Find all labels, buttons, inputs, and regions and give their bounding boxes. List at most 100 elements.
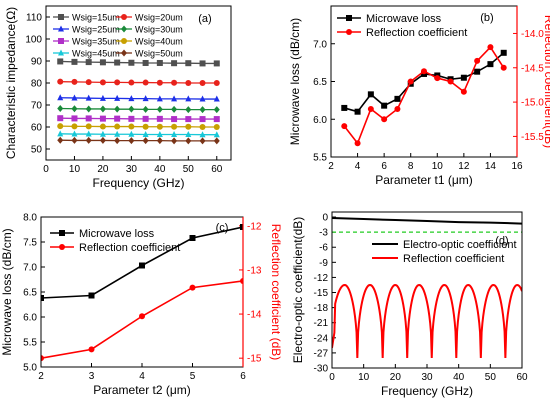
series-point [114,94,121,101]
series-point [85,94,92,101]
legend-label: Reflection coefficient [79,242,180,254]
x-axis-label: Parameter t2 (μm) [93,383,191,397]
series-point [185,80,192,86]
legend-marker [58,14,64,20]
y-tick-label: -30 [314,364,329,375]
series-point [487,61,494,68]
series-point [434,75,441,82]
series-point [57,105,64,113]
legend-label: Wsig=50um [135,49,183,59]
series-point [171,116,178,123]
y-tick-label: 70 [31,101,43,112]
series-point [213,124,220,130]
series-point [213,80,220,86]
x-tick-label: 6 [240,371,246,382]
series-point [99,130,106,137]
series-point [185,137,192,145]
y-axis-label: Characteristic impedance(Ω) [4,7,18,159]
series-point [128,79,135,86]
x-axis-label: Frequency (GHz) [92,176,184,190]
series-point [114,79,121,86]
series-point [394,95,401,102]
series-point [189,284,196,291]
series-point [71,123,78,130]
series-point [41,355,44,362]
legend-marker [58,49,64,56]
series-point [128,59,135,66]
x-tick-label: 30 [126,164,138,175]
x-tick-label: 10 [432,161,444,172]
series-point [185,123,192,130]
series-point [199,124,206,130]
series-point [128,137,135,145]
y-tick-label: -6 [319,243,328,254]
legend-marker [121,14,127,20]
series-point [189,235,196,241]
series-point [71,105,78,113]
y-tick-label: -18 [314,303,329,314]
series-point [99,105,106,113]
series-point [171,79,178,86]
series-line-6 [60,125,217,128]
x-tick-label: 60 [516,372,528,383]
x-axis-label: Parameter t1 (μm) [375,173,473,187]
series-point [99,59,106,66]
series-point [367,105,374,112]
x-tick-label: 2 [328,161,334,172]
y-right-axis-label: Reflection coefficient (dB) [269,224,283,361]
y-tick-label: 110 [26,13,42,24]
plot-area [57,58,220,145]
x-axis-label: Frequency (GHz) [381,384,473,398]
series-point [41,295,44,301]
series-line-5 [60,117,217,120]
series-point [381,116,388,123]
x-tick-label: 10 [69,164,81,175]
legend-label: Wsig=25um [72,25,120,35]
x-tick-label: 20 [390,372,402,383]
panel-3: 2 3 4 5 6 5.0 5.5 6.0 6.5 7.0 7.5 8.0 -15 -14 -13 -12 Pa… [0,213,283,398]
series-point [57,123,64,130]
legend-label: Wsig=30um [135,25,183,35]
y-tick-label: 6.5 [23,288,37,299]
series-point [71,94,78,101]
x-tick-label: 40 [453,372,465,383]
series-point [128,130,135,137]
series-point [185,116,192,123]
series-point [199,80,206,86]
series-point [381,102,388,109]
series-point [57,78,64,85]
series-point [213,106,220,114]
y-tick-label: 80 [31,79,43,90]
series-line-3 [60,97,217,100]
x-tick-label: 3 [89,371,95,382]
series-point [185,106,192,114]
x-tick-label: 10 [358,372,370,383]
y-tick-label: 7.5 [23,238,37,249]
x-tick-label: 16 [511,161,523,172]
series-point [142,123,149,130]
series-point [99,123,106,130]
series-point [171,95,178,102]
series-point [394,105,401,112]
x-tick-label: 60 [211,164,223,175]
y-tick-label: -3 [319,228,328,239]
series-point [354,108,361,115]
x-tick-label: 4 [355,161,361,172]
panel-4: 0 10 20 30 40 50 60 0 -3 -6 -9 -12 -15 -18 -21 -24 -27 -3… [291,211,528,398]
series-point [128,115,135,122]
series-point [460,74,467,81]
series-point [71,78,78,85]
series-point [447,78,454,85]
series-point [99,79,106,86]
x-tick-label: 30 [421,372,433,383]
y-right-tick-label: -15.5 [521,132,544,143]
y-right-tick-label: -12 [247,221,262,232]
series-point [114,130,121,137]
plot-frame [45,5,232,161]
series-point [128,105,135,113]
y-tick-label: -12 [314,273,329,284]
series-point [85,79,92,86]
y-tick-label: 5.0 [23,363,37,374]
panel-label: (d) [495,235,508,247]
series-point [240,277,243,284]
